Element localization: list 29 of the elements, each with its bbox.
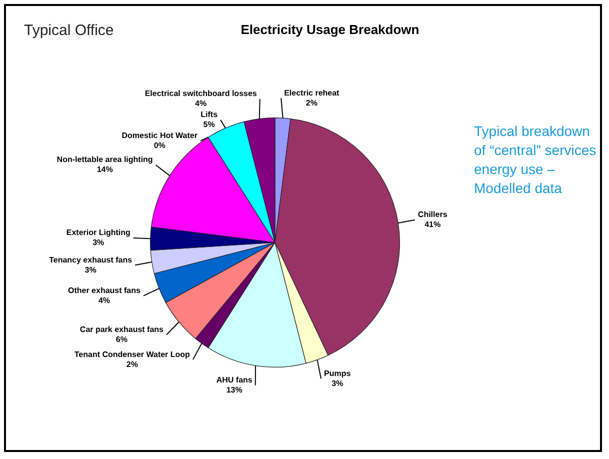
data-label: 3%	[332, 378, 344, 388]
chart-title: Electricity Usage Breakdown	[240, 22, 420, 37]
slice-label: Tenant Condenser Water Loop	[74, 350, 190, 359]
data-label: 5%	[203, 120, 215, 130]
slice-label: Electrical switchboard losses	[144, 89, 258, 98]
slice-label: Other exhaust fans	[68, 286, 142, 295]
text: 0%	[154, 141, 166, 150]
data-label: 2%	[126, 360, 138, 369]
slice-label: Chillers	[418, 210, 448, 220]
data-label: 4%	[195, 99, 207, 108]
data-label: 3%	[92, 238, 104, 248]
slice-label: Pumps	[324, 368, 352, 378]
data-label: 3%	[84, 265, 96, 274]
slice-label: Exterior Lighting	[66, 228, 130, 238]
data-label: 6%	[116, 334, 128, 344]
data-label: 4%	[98, 296, 110, 305]
data-label: 41%	[424, 220, 441, 230]
slice-label: Electric reheat	[284, 88, 340, 98]
slice-label: AHU fans	[216, 376, 253, 385]
data-label: 14%	[96, 165, 113, 174]
data-label: 13%	[226, 386, 242, 395]
slice-label: Lifts	[200, 110, 218, 120]
text: Typical Office	[24, 22, 114, 39]
slice-label: Car park exhaust fans	[80, 324, 164, 334]
data-label: 2%	[306, 98, 318, 108]
slice-label: Tenancy exhaust fans	[49, 255, 133, 264]
slice-label: Non-lettable area lighting	[56, 155, 153, 164]
text: Typical breakdown of “central” services energy use – Modelled data	[474, 122, 598, 198]
legend-label: Domestic Hot Water	[122, 131, 198, 140]
